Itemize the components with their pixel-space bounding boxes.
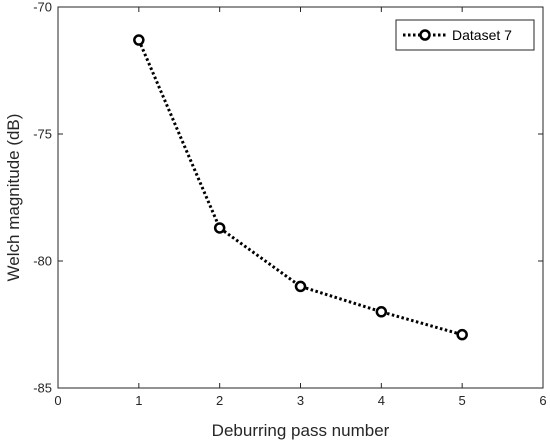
data-point xyxy=(456,328,468,341)
data-point xyxy=(294,280,307,293)
series-layer xyxy=(133,34,468,341)
plot-frame xyxy=(57,6,544,389)
legend-marker-sample xyxy=(419,29,431,41)
data-point xyxy=(375,306,388,318)
y-axis-label: Welch magnitude (dB) xyxy=(4,114,23,282)
x-tick-label: 4 xyxy=(378,393,385,408)
legend-label-dataset-7: Dataset 7 xyxy=(452,27,512,43)
x-tick-label: 1 xyxy=(135,393,142,408)
ticks-layer: 0 1 2 3 4 5 6 -70 -75 -80 -85 xyxy=(33,0,546,408)
x-axis-label: Deburring pass number xyxy=(212,421,390,440)
data-point xyxy=(133,34,145,46)
data-point xyxy=(213,222,226,234)
series-line xyxy=(137,39,463,337)
x-tick-label: 0 xyxy=(54,393,61,408)
plot-area xyxy=(58,7,543,388)
x-tick-label: 2 xyxy=(216,393,223,408)
legend: Dataset 7 xyxy=(395,19,535,51)
x-tick-label: 5 xyxy=(459,393,466,408)
y-tick-label: -80 xyxy=(33,254,52,269)
x-tick-label: 6 xyxy=(539,393,546,408)
x-tick-label: 3 xyxy=(297,393,304,408)
y-tick-label: -75 xyxy=(33,127,52,142)
y-tick-label: -85 xyxy=(33,381,52,396)
y-tick-label: -70 xyxy=(33,0,52,15)
